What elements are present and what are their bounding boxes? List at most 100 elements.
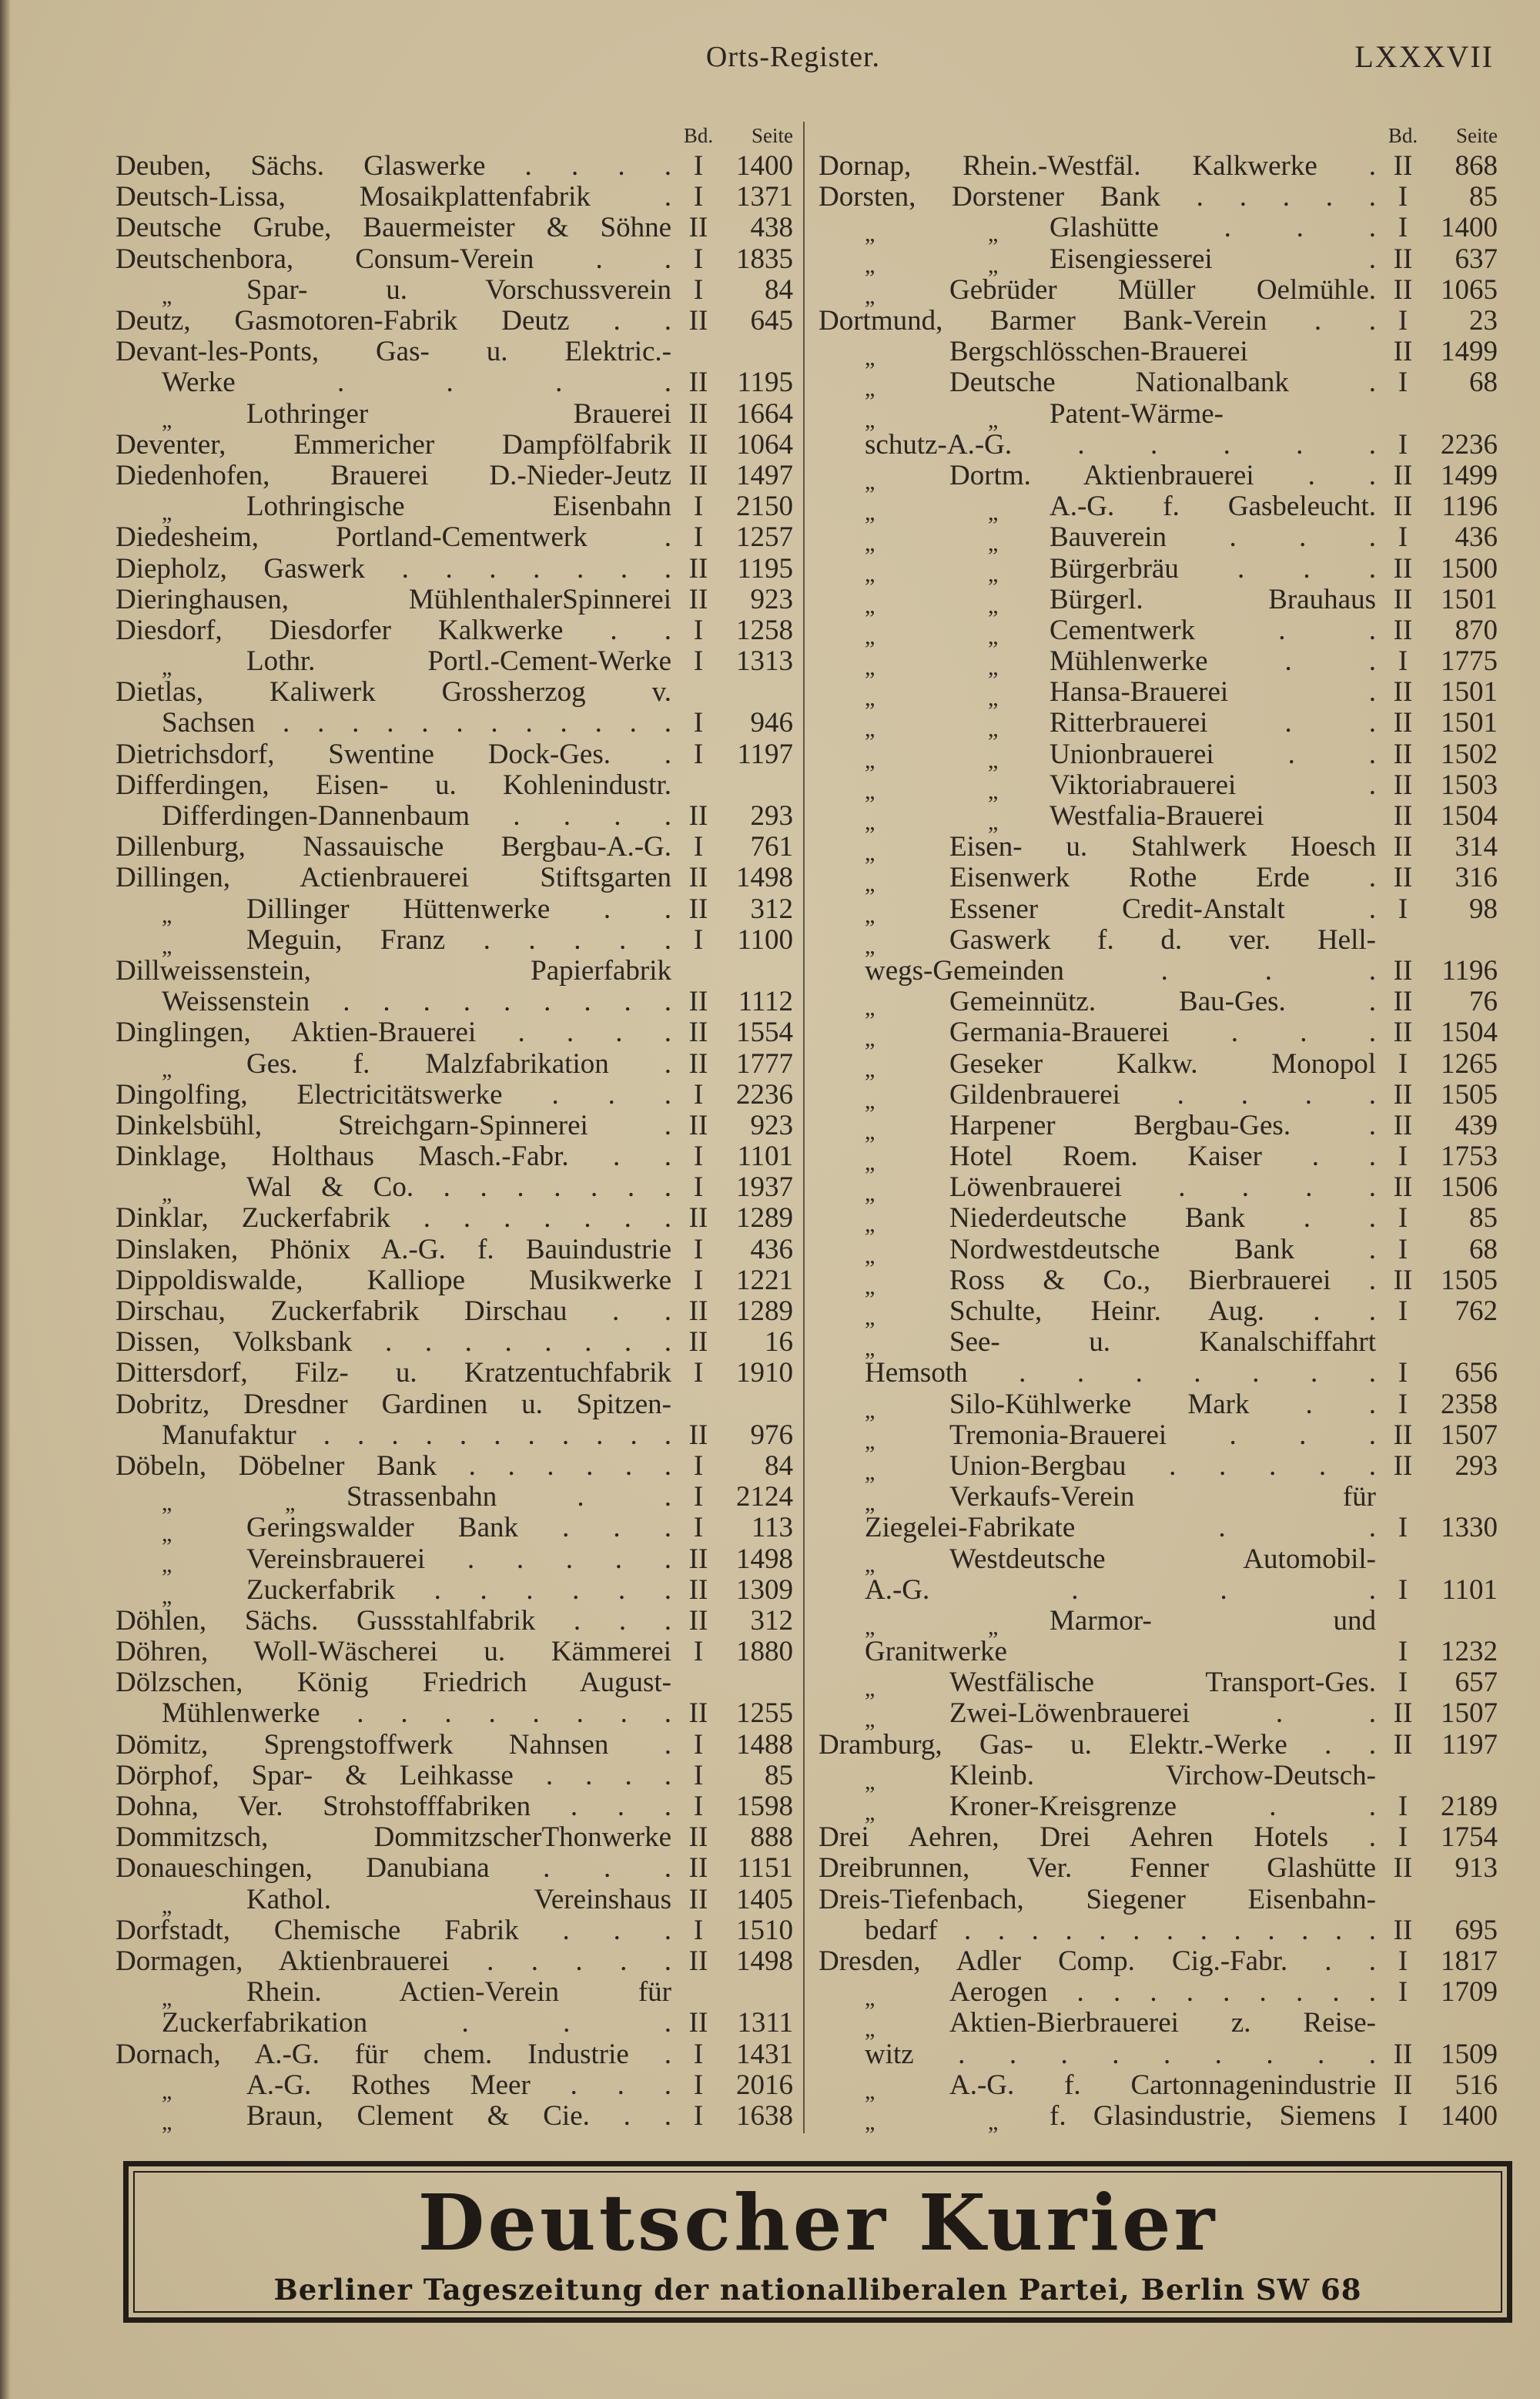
index-entry: Diedenhofen, Brauerei D.-Nieder-Jeutz II 1… <box>116 460 793 491</box>
entry-page: 2236 <box>736 1078 793 1111</box>
running-title: Orts-Register. <box>705 41 881 73</box>
entry-volume: II <box>1393 459 1413 491</box>
entry-volume: II <box>1393 1264 1413 1296</box>
entry-page: 2358 <box>1441 1388 1498 1420</box>
entry-text: Deventer, Emmericher Dampfölfabrik <box>116 428 671 461</box>
entry-volume: II <box>688 986 708 1018</box>
entry-page: 1937 <box>736 1171 793 1204</box>
entry-page: 946 <box>750 707 794 739</box>
entry-text: Dohna, Ver. Strohstofffabriken . . . <box>116 1791 671 1823</box>
entry-volume: II <box>1393 1728 1413 1761</box>
column-header: Bd. Seite <box>116 120 793 151</box>
entry-volume: II <box>688 305 708 337</box>
entry-volume: II <box>688 1202 708 1235</box>
entry-volume: II <box>1393 769 1413 801</box>
entry-text: schutz-A.-G. . . . . . <box>865 428 1376 461</box>
entry-text: Drei Aehren, Drei Aehren Hotels . <box>819 1821 1376 1854</box>
entry-page: 761 <box>750 831 794 863</box>
entry-text: A.-G. Rothes Meer . . . <box>246 2069 671 2101</box>
entry-text: Braun, Clement & Cie. . . <box>246 2099 671 2132</box>
index-entry: Dietrichsdorf, Swentine Dock-Ges. . I 1197 <box>116 739 793 770</box>
ditto-mark: „ <box>865 407 875 433</box>
entry-text: Germania-Brauerei . . . <box>949 1017 1376 1049</box>
index-entry: „ Zuckerfabrik . . . . . . II 1309 <box>116 1573 793 1608</box>
index-entry: Dinkelsbühl, Streichgarn-Spinnerei . II 92… <box>116 1110 793 1141</box>
entry-volume: I <box>1398 428 1408 461</box>
ditto-mark: „ <box>988 623 999 649</box>
index-entry: „ Union-Bergbau . . . . . II 293 <box>819 1450 1498 1484</box>
ditto-mark: „ <box>865 809 875 835</box>
index-entry: Dinglingen, Aktien-Brauerei . . . . II 155… <box>116 1017 793 1048</box>
ditto-mark: „ <box>988 685 999 712</box>
index-entry: wegs-Gemeinden . . . II 1196 <box>819 954 1498 987</box>
index-entry: „ Braun, Clement & Cie. . . I 1638 <box>116 2099 793 2134</box>
entry-page: 868 <box>1455 150 1498 183</box>
index-entry: Hemsoth . . . . . . . I 656 <box>819 1358 1498 1389</box>
index-entry: Dinslaken, Phönix A.-G. f. Bauindustrie I… <box>116 1234 793 1265</box>
entry-text: Döbeln, Döbelner Bank . . . . . . <box>116 1449 671 1482</box>
index-entry: „ „ Viktoriabrauerei . II 1503 <box>819 769 1498 803</box>
ditto-mark: „ <box>162 283 172 309</box>
ditto-mark: „ <box>988 531 999 557</box>
entry-text: Spar- u. Vorschussverein <box>246 273 671 306</box>
entry-page: 23 <box>1469 305 1498 337</box>
index-entry: „ „ Patent-Wärme- <box>819 398 1498 432</box>
entry-page: 1101 <box>1441 1573 1498 1606</box>
entry-page: 870 <box>1455 614 1498 646</box>
index-entry: Dörphof, Spar- & Leihkasse . . . . I 85 <box>116 1760 793 1791</box>
index-entry: „ „ Cementwerk . . II 870 <box>819 614 1498 648</box>
index-entry: „ „ A.-G. f. Gasbeleucht. II 1196 <box>819 491 1498 525</box>
entry-volume: I <box>693 181 704 213</box>
ditto-mark: „ <box>865 933 875 959</box>
entry-text: Ges. f. Malzfabrikation . <box>246 1047 671 1080</box>
entry-page: 1309 <box>736 1573 793 1606</box>
entry-text: Tremonia-Brauerei . . . <box>949 1419 1376 1451</box>
entry-text: Bürgerl. Brauhaus <box>1050 583 1376 615</box>
entry-volume: I <box>693 1171 704 1204</box>
entry-volume: I <box>693 1357 704 1389</box>
entry-volume: II <box>1393 273 1413 306</box>
entry-volume: II <box>1393 1078 1413 1111</box>
entry-volume: I <box>1398 1512 1408 1544</box>
right-entries: Dornap, Rhein.-Westfäl. Kalkwerke . II 868… <box>819 150 1498 2135</box>
entry-page: 16 <box>765 1326 793 1359</box>
entry-volume: I <box>693 1481 704 1513</box>
entry-page: 1197 <box>1441 1728 1498 1761</box>
entry-page: 888 <box>750 1821 794 1854</box>
entry-volume: II <box>1393 800 1413 833</box>
entry-text: Bergschlösschen-Brauerei <box>949 336 1248 368</box>
index-entry: Sachsen . . . . . . . . . . . . I 946 <box>116 708 793 739</box>
ditto-mark: „ <box>865 592 875 618</box>
entry-page: 1501 <box>1441 707 1498 739</box>
ditto-mark: „ <box>865 1273 875 1299</box>
entry-volume: I <box>1398 2099 1408 2132</box>
entry-page: 1112 <box>738 986 793 1018</box>
entry-volume: I <box>693 1914 704 1946</box>
entry-text: Manufaktur . . . . . . . . . . . <box>162 1419 671 1451</box>
entry-text: Dortmund, Barmer Bank-Verein . . <box>819 305 1376 337</box>
entry-text: Dinklar, Zuckerfabrik . . . . . . . <box>116 1202 671 1235</box>
entry-volume: I <box>1398 1357 1408 1389</box>
entry-text: Diepholz, Gaswerk . . . . . . . <box>116 552 671 585</box>
index-entry: „ Zwei-Löwenbrauerei . . II 1507 <box>819 1698 1498 1732</box>
entry-text: Dingolfing, Electricitätswerke . . . <box>116 1078 671 1111</box>
entry-page: 1817 <box>1441 1945 1498 1977</box>
entry-text: Meguin, Franz . . . . . <box>246 923 671 956</box>
entry-text: witz . . . . . . . . . <box>865 2038 1376 2070</box>
index-entry: „ Löwenbrauerei . . . . II 1506 <box>819 1172 1498 1206</box>
index-entry: „ Bergschlösschen-Brauerei II 1499 <box>819 336 1498 370</box>
ditto-mark: „ <box>865 1026 875 1052</box>
entry-text: Dirschau, Zuckerfabrik Dirschau . . <box>116 1295 671 1328</box>
entry-page: 1501 <box>1441 676 1498 709</box>
entry-page: 645 <box>750 305 794 337</box>
entry-page: 84 <box>765 273 793 306</box>
index-entry: „ „ Bauverein . . . I 436 <box>819 522 1498 556</box>
entry-text: Harpener Bergbau-Ges. . <box>949 1109 1376 1141</box>
entry-page: 1196 <box>1441 954 1498 987</box>
index-entry: „ Kleinb. Virchow-Deutsch- <box>819 1760 1498 1794</box>
entry-volume: II <box>1393 1017 1413 1049</box>
index-entry: Granitwerke I 1232 <box>819 1637 1498 1667</box>
entry-text: A.-G. f. Cartonnagenindustrie <box>949 2069 1376 2101</box>
entry-text: Dittersdorf, Filz- u. Kratzentuchfabrik <box>116 1357 671 1389</box>
entry-page: 1753 <box>1441 1141 1498 1173</box>
